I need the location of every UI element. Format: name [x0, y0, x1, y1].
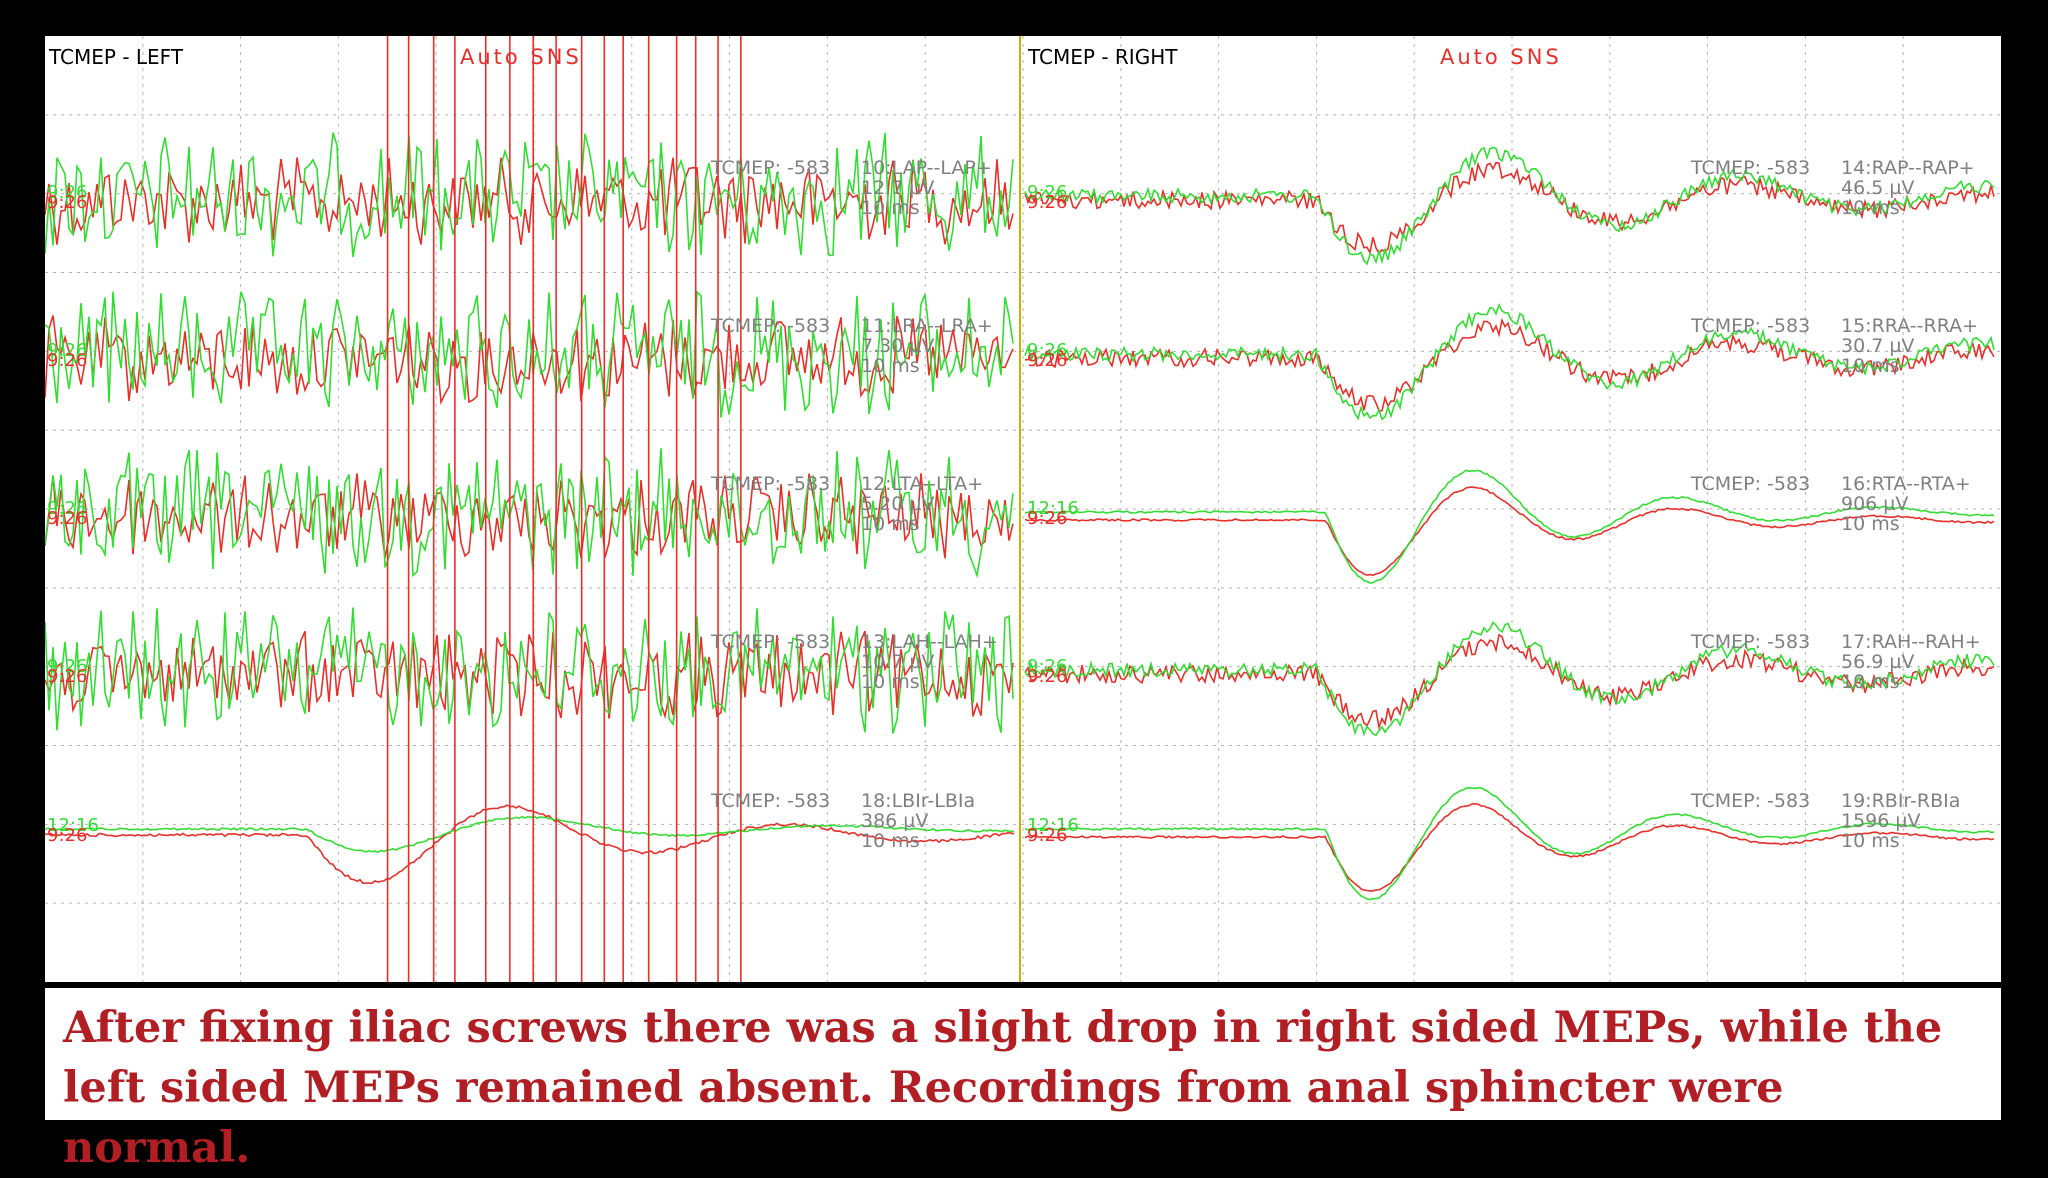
channel-header: TCMEP: -583 [710, 315, 830, 337]
trace-baseline-10:LAP--LAP+ [44, 157, 1014, 245]
time-current: 9:26 [1027, 182, 1067, 203]
channel-name: 17:RAH--RAH+ [1841, 631, 1981, 653]
channel-amplitude: 12.7 µV [861, 177, 934, 199]
time-current: 12:16 [1027, 815, 1079, 836]
channel-name: 15:RRA--RRA+ [1841, 315, 1978, 337]
trace-current-10:LAP--LAP+ [44, 132, 1014, 258]
channel-timebase: 10 ms [1841, 355, 1900, 377]
channel-header: TCMEP: -583 [710, 157, 830, 179]
trace-current-12:LTA--LTA+ [44, 448, 1014, 579]
channel-header: TCMEP: -583 [710, 473, 830, 495]
time-baseline: 9:26 [47, 508, 87, 529]
channel-timebase: 10 ms [861, 513, 920, 535]
channel-header: TCMEP: -583 [1690, 631, 1810, 653]
channel-name: 10:LAP--LAP+ [861, 157, 992, 179]
channel-amplitude: 1596 µV [1841, 810, 1920, 832]
trace-current-17:RAH--RAH+ [1024, 621, 1995, 737]
trace-current-19:RBIr-RBIa [1024, 786, 1995, 901]
time-current: 12:16 [1027, 498, 1079, 519]
channel-header: TCMEP: -583 [1690, 157, 1810, 179]
channel-timebase: 10 ms [861, 671, 920, 693]
channel-timebase: 10 ms [1841, 830, 1900, 852]
channel-header: TCMEP: -583 [1690, 473, 1810, 495]
trace-current-18:LBIr-LBIa [44, 815, 1015, 854]
time-current: 9:26 [47, 656, 87, 677]
channel-header: TCMEP: -583 [1690, 790, 1810, 812]
channel-header: TCMEP: -583 [710, 790, 830, 812]
trace-current-11:LRA--LRA+ [44, 290, 1014, 418]
trace-baseline-13:LAH--LAH+ [44, 630, 1014, 720]
time-baseline: 9:26 [1027, 825, 1067, 846]
time-baseline: 9:26 [47, 350, 87, 371]
channel-timebase: 10 ms [861, 197, 920, 219]
channel-name: 11:LRA--LRA+ [861, 315, 993, 337]
trace-baseline-11:LRA--LRA+ [44, 315, 1014, 406]
channel-amplitude: 906 µV [1841, 493, 1908, 515]
trace-current-13:LAH--LAH+ [44, 607, 1014, 734]
time-current: 12:16 [47, 815, 99, 836]
channel-name: 13:LAH--LAH+ [861, 631, 998, 653]
channel-amplitude: 5.20 µV [861, 493, 934, 515]
time-baseline: 9:26 [1027, 192, 1067, 213]
channel-name: 19:RBIr-RBIa [1841, 790, 1960, 812]
time-baseline: 9:26 [47, 825, 87, 846]
left-panel-title: TCMEP - LEFT [48, 45, 184, 69]
right-panel-title: TCMEP - RIGHT [1027, 45, 1178, 69]
channel-amplitude: 56.9 µV [1841, 651, 1914, 673]
trace-baseline-18:LBIr-LBIa [44, 804, 1015, 885]
time-baseline: 9:26 [1027, 666, 1067, 687]
traces-layer [44, 36, 1995, 982]
time-current: 9:26 [1027, 340, 1067, 361]
channel-timebase: 10 ms [1841, 513, 1900, 535]
channel-name: 16:RTA--RTA+ [1841, 473, 1971, 495]
time-baseline: 9:26 [1027, 350, 1067, 371]
time-baseline: 9:26 [47, 666, 87, 687]
trace-baseline-14:RAP--RAP+ [1024, 161, 1995, 255]
channel-name: 12:LTA--LTA+ [861, 473, 983, 495]
channel-timebase: 10 ms [861, 830, 920, 852]
time-current: 9:26 [47, 340, 87, 361]
time-current: 9:26 [47, 182, 87, 203]
trace-current-15:RRA--RRA+ [1024, 302, 1995, 421]
time-baseline: 9:26 [47, 192, 87, 213]
time-current: 9:26 [47, 498, 87, 519]
time-current: 9:26 [1027, 656, 1067, 677]
trace-current-16:RTA--RTA+ [1024, 469, 1995, 584]
time-baseline: 9:26 [1027, 508, 1067, 529]
channel-amplitude: 7.30 µV [861, 335, 934, 357]
trace-current-14:RAP--RAP+ [1024, 146, 1995, 266]
mep-display-panel: TCMEP: -583 10:LAP--LAP+ 12.7 µV 10 ms 9:26 9… [44, 36, 2001, 982]
right-panel-mode: Auto SNS [1440, 45, 1562, 69]
channel-name: 14:RAP--RAP+ [1841, 157, 1975, 179]
channel-amplitude: 10.7 µV [861, 651, 934, 673]
grid-layer [45, 36, 2001, 982]
channel-timebase: 10 ms [861, 355, 920, 377]
trace-baseline-19:RBIr-RBIa [1024, 802, 1995, 892]
channel-amplitude: 30.7 µV [1841, 335, 1914, 357]
channel-header: TCMEP: -583 [710, 631, 830, 653]
channel-timebase: 10 ms [1841, 671, 1900, 693]
channel-name: 18:LBIr-LBIa [861, 790, 975, 812]
trace-baseline-16:RTA--RTA+ [1024, 486, 1995, 577]
left-panel-mode: Auto SNS [460, 45, 582, 69]
caption: After fixing iliac screws there was a sl… [45, 988, 2001, 1173]
channel-timebase: 10 ms [1841, 197, 1900, 219]
channel-header: TCMEP: -583 [1690, 315, 1810, 337]
channel-amplitude: 386 µV [861, 810, 928, 832]
channel-amplitude: 46.5 µV [1841, 177, 1914, 199]
